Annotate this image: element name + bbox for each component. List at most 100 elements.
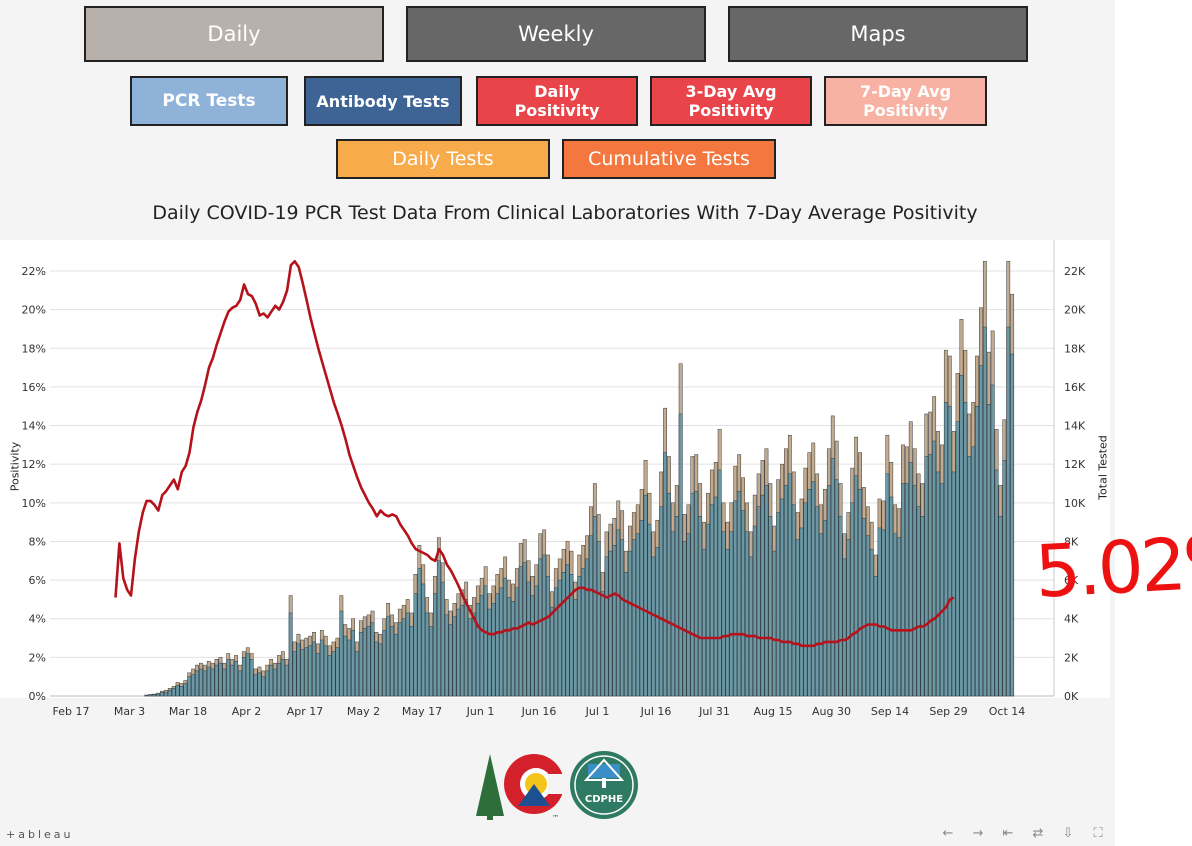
bar-pcr-tests — [604, 556, 609, 697]
antibody-tests-button[interactable]: Antibody Tests — [304, 76, 462, 126]
bar-pcr-tests — [791, 504, 796, 697]
bar-pcr-tests — [464, 599, 469, 697]
bar-pcr-tests — [803, 502, 808, 697]
cdphe-logo: CDPHE — [570, 751, 638, 819]
redo-icon[interactable]: → — [972, 826, 984, 841]
bar-pcr-tests — [873, 575, 878, 697]
bar-pcr-tests — [795, 539, 800, 697]
bar-pcr-tests — [745, 531, 749, 697]
y-tick-right: 8K — [1064, 535, 1079, 548]
bar-pcr-tests — [390, 626, 394, 697]
bar-pcr-tests — [854, 475, 859, 697]
y-tick-right: 2K — [1064, 651, 1079, 664]
bar-pcr-tests — [897, 537, 901, 697]
bar-pcr-tests — [331, 651, 336, 697]
bar-pcr-tests — [663, 452, 667, 697]
undo-icon[interactable]: ← — [942, 826, 954, 841]
bar-pcr-tests — [483, 585, 488, 697]
daily-positivity-button[interactable]: Daily Positivity — [476, 76, 638, 126]
bar-pcr-tests — [951, 471, 956, 697]
bar-pcr-tests — [370, 622, 375, 697]
y-tick-right: 14K — [1064, 420, 1086, 433]
bar-pcr-tests — [628, 550, 632, 697]
bar-pcr-tests — [238, 670, 242, 697]
bar-pcr-tests — [148, 694, 153, 697]
bar-pcr-tests — [760, 494, 765, 697]
bar-pcr-tests — [503, 577, 508, 697]
bar-pcr-tests — [815, 506, 820, 697]
bar-pcr-tests — [479, 595, 484, 697]
bar-pcr-tests — [667, 492, 671, 697]
fullscreen-icon[interactable]: ⛶ — [1093, 826, 1103, 841]
bar-pcr-tests — [620, 539, 625, 697]
view-toolbar: ← → ⇤ ⇄ ⇩ ⛶ — [940, 826, 1106, 841]
x-tick-label: May 17 — [402, 705, 442, 718]
y-tick-right: 10K — [1064, 497, 1086, 510]
bar-pcr-tests — [1002, 460, 1007, 697]
bar-pcr-tests — [561, 572, 566, 697]
bar-pcr-tests — [226, 659, 231, 697]
bar-pcr-tests — [514, 587, 519, 697]
tab-daily[interactable]: Daily — [84, 6, 384, 62]
x-tick-label: Sep 29 — [929, 705, 967, 718]
bar-pcr-tests — [581, 568, 586, 697]
bar-pcr-tests — [631, 539, 636, 697]
daily-tests-button[interactable]: Daily Tests — [336, 139, 550, 179]
seven-day-avg-positivity-button[interactable]: 7-Day Avg Positivity — [824, 76, 987, 126]
bar-pcr-tests — [319, 639, 324, 697]
x-tick-label: Aug 15 — [754, 705, 793, 718]
bar-pcr-tests — [261, 676, 266, 697]
bar-pcr-tests — [1006, 326, 1011, 697]
bar-pcr-tests — [982, 326, 987, 697]
bar-pcr-tests — [183, 683, 188, 697]
download-icon[interactable]: ⇩ — [1062, 826, 1074, 841]
bar-pcr-tests — [573, 599, 578, 697]
daily-positivity-label-2: Positivity — [514, 101, 600, 120]
dashboard-canvas: Daily Weekly Maps PCR Tests Antibody Tes… — [0, 0, 1115, 846]
y-tick-right: 20K — [1064, 304, 1086, 317]
pcr-tests-button[interactable]: PCR Tests — [130, 76, 288, 126]
y-tick-left: 4% — [29, 613, 46, 626]
x-tick-label: Jul 1 — [585, 705, 610, 718]
bar-pcr-tests — [659, 506, 664, 697]
bar-pcr-tests — [784, 485, 788, 697]
bar-pcr-tests — [823, 519, 827, 697]
bar-pcr-tests — [557, 579, 562, 697]
tab-maps[interactable]: Maps — [728, 6, 1028, 62]
bar-pcr-tests — [507, 597, 511, 697]
share-icon[interactable]: ⇄ — [1032, 826, 1044, 841]
bar-pcr-tests — [327, 655, 332, 697]
bar-pcr-tests — [725, 548, 730, 697]
y-tick-right: 0K — [1064, 690, 1079, 703]
bar-pcr-tests — [737, 490, 742, 697]
three-day-avg-positivity-button[interactable]: 3-Day Avg Positivity — [650, 76, 812, 126]
x-tick-label: Feb 17 — [53, 705, 90, 718]
bar-pcr-tests — [986, 404, 991, 697]
x-tick-label: Jun 1 — [466, 705, 495, 718]
bar-pcr-tests — [850, 502, 855, 697]
y-tick-left: 16% — [22, 381, 46, 394]
bar-pcr-tests — [748, 556, 753, 697]
bar-pcr-tests — [452, 616, 457, 697]
colorado-logo: ™ — [476, 754, 568, 822]
bar-pcr-tests — [752, 525, 757, 697]
tab-weekly[interactable]: Weekly — [406, 6, 706, 62]
cumulative-tests-button[interactable]: Cumulative Tests — [562, 139, 776, 179]
bar-pcr-tests — [585, 558, 589, 697]
y-tick-left: 12% — [22, 458, 46, 471]
bar-pcr-tests — [144, 694, 149, 697]
revert-icon[interactable]: ⇤ — [1002, 826, 1014, 841]
bar-pcr-tests — [908, 462, 913, 697]
x-tick-label: Mar 3 — [114, 705, 145, 718]
bar-pcr-tests — [417, 568, 422, 697]
bar-pcr-tests — [284, 664, 289, 697]
seven-day-avg-label-1: 7-Day Avg — [859, 82, 952, 101]
bar-pcr-tests — [577, 575, 582, 697]
x-tick-label: Mar 18 — [169, 705, 207, 718]
bar-pcr-tests — [475, 603, 480, 697]
bar-pcr-tests — [959, 375, 964, 697]
y-tick-left: 20% — [22, 304, 46, 317]
bar-pcr-tests — [472, 612, 476, 697]
bar-pcr-tests — [830, 458, 835, 697]
bar-pcr-tests — [241, 657, 246, 697]
